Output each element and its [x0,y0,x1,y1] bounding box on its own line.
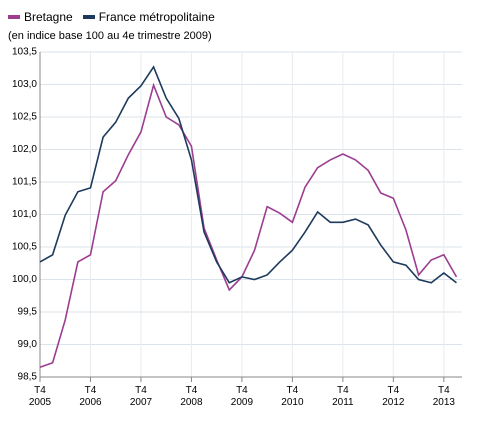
y-tick-label: 102,0 [12,144,37,155]
y-tick-label: 103,5 [12,47,37,58]
y-tick-label: 99,5 [18,307,38,318]
legend-swatch [82,15,95,19]
x-tick-label: T4 2005 [28,385,52,408]
legend-label: Bretagne [24,10,73,24]
legend-swatch [8,15,20,19]
legend: Bretagne France métropolitaine [8,10,215,24]
y-tick-label: 101,5 [12,177,37,188]
y-tick-label: 99,0 [18,339,38,350]
series-line [39,82,458,369]
x-tick-label: T4 2013 [432,385,455,408]
y-tick-label: 102,5 [12,112,37,123]
x-tick-label: T4 2011 [332,385,354,408]
x-tick-label: T4 2007 [129,385,153,408]
y-tick-label: 103,0 [12,79,37,90]
y-tick-label: 101,0 [12,209,37,220]
y-tick-label: 98,5 [18,372,38,383]
y-tick-label: 100,5 [12,242,37,253]
legend-item: Bretagne [8,10,73,24]
series-line [39,65,457,284]
x-tick-label: T4 2006 [79,385,102,408]
y-tick-label: 100,0 [12,274,37,285]
x-tick-label: T4 2008 [180,385,203,408]
x-tick-label: T4 2010 [281,385,304,408]
legend-item: France métropolitaine [82,10,215,24]
x-tick-label: T4 2012 [382,385,405,408]
x-tick-label: T4 2009 [230,385,254,408]
legend-label: France métropolitaine [98,10,215,24]
chart-subtitle: (en indice base 100 au 4e trimestre 2009… [8,30,212,42]
